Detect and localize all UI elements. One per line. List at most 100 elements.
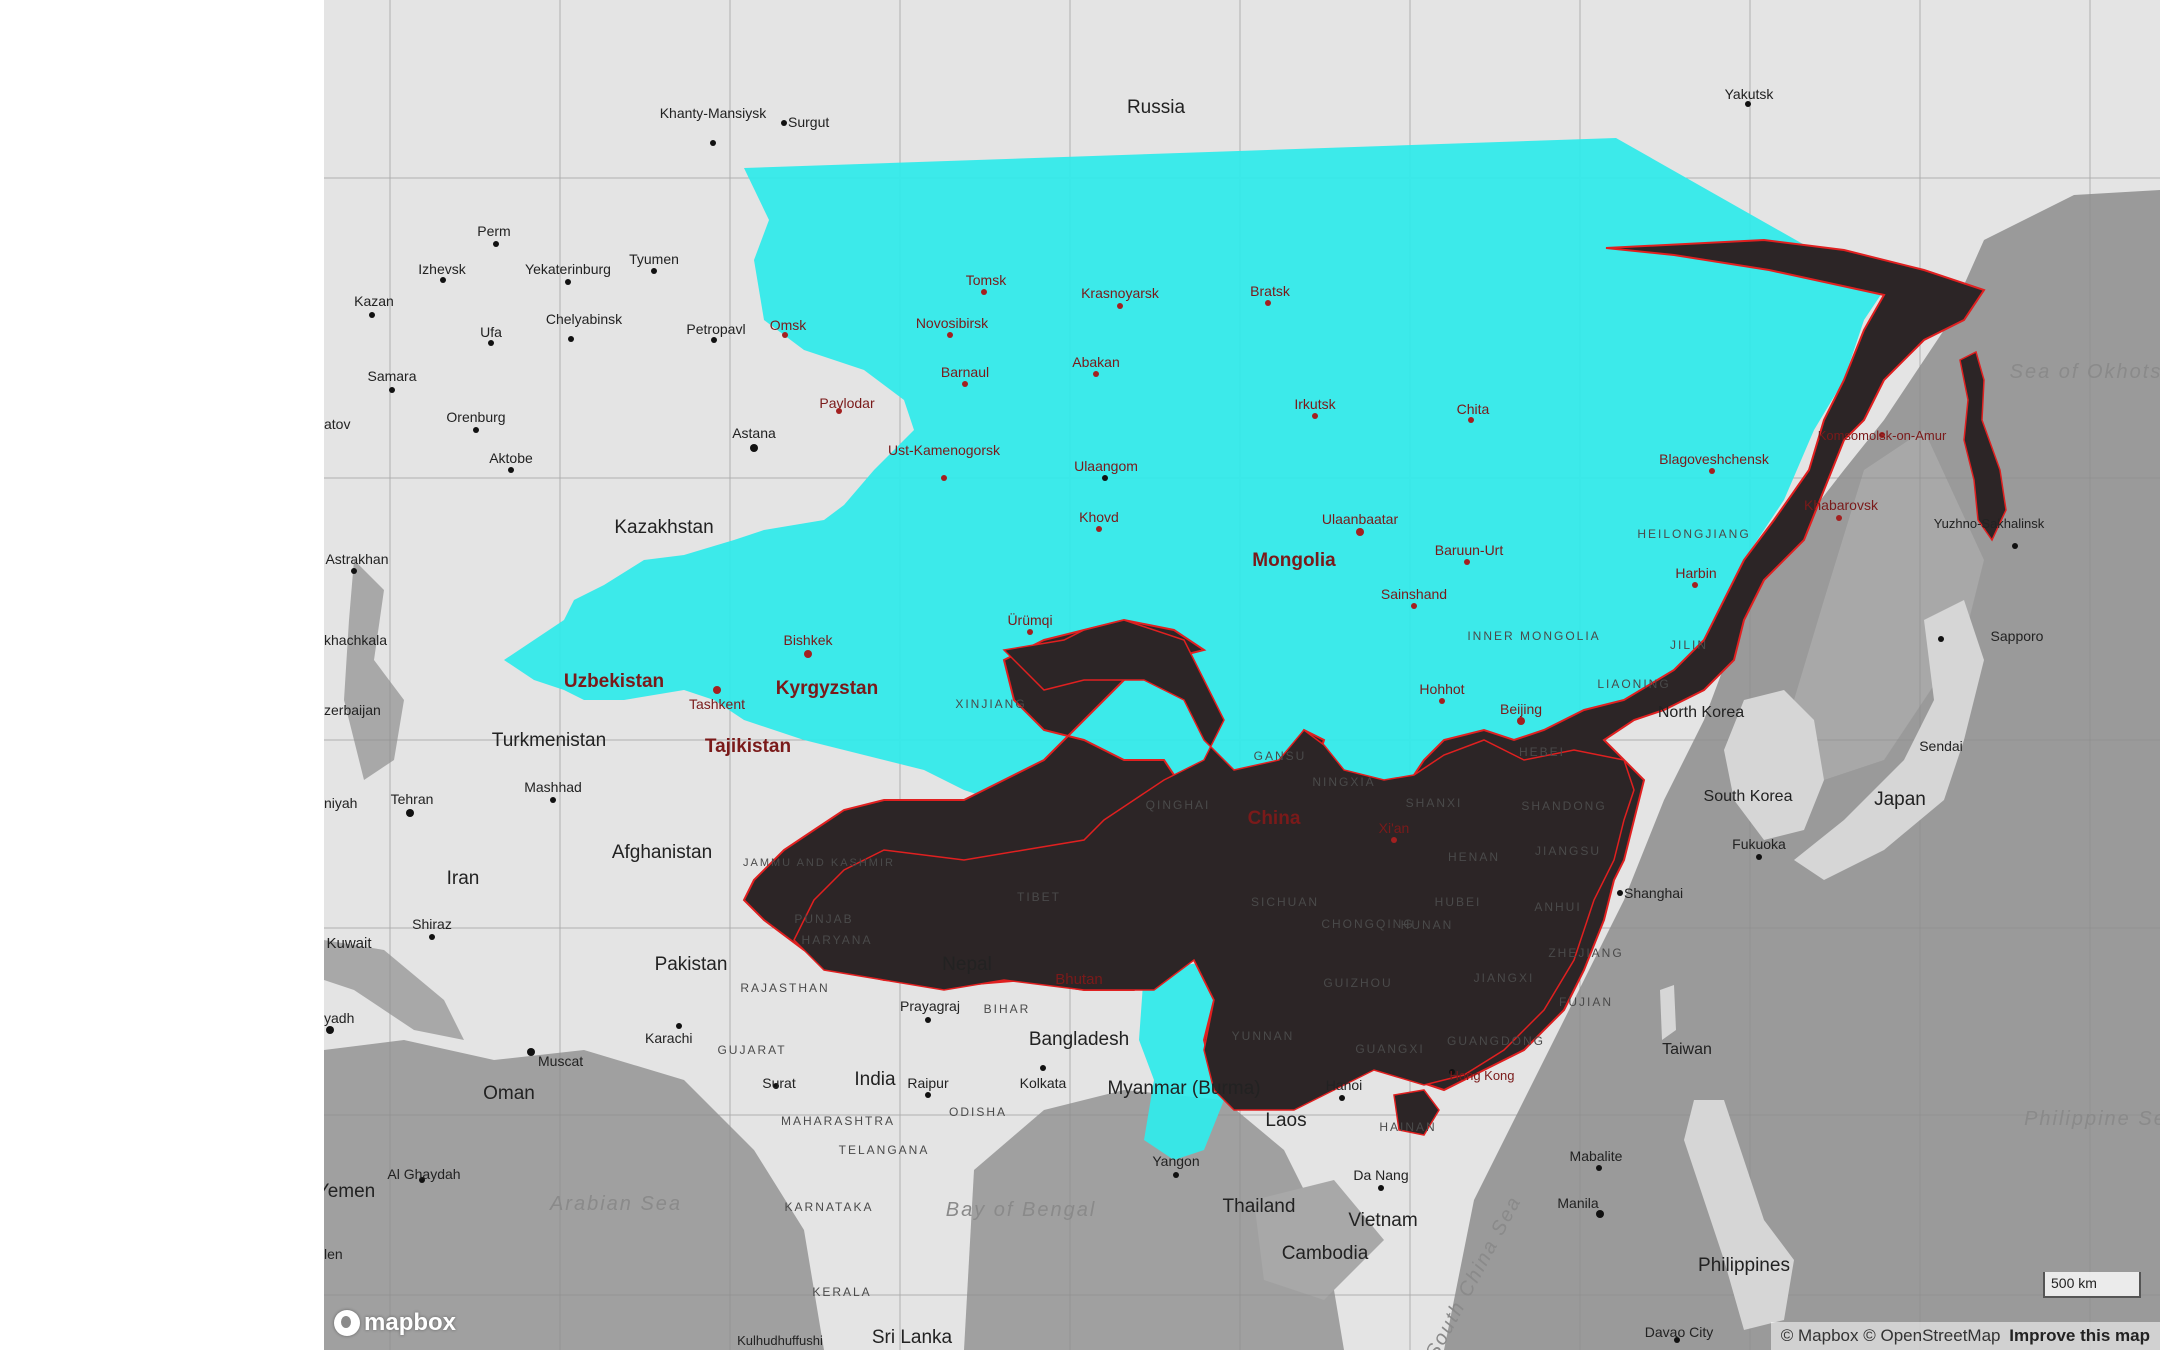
edge-label: yadh xyxy=(324,1010,354,1026)
taiwan-island xyxy=(1660,985,1676,1040)
country-label: Vietnam xyxy=(1348,1210,1417,1231)
city-label: Petropavl xyxy=(686,321,745,337)
city-label: Bratsk xyxy=(1250,283,1291,299)
scale-bar: 500 km xyxy=(2043,1272,2141,1298)
east-asia-islands xyxy=(1660,600,1984,1330)
sea-label: Bay of Bengal xyxy=(946,1199,1097,1221)
city-label: Bishkek xyxy=(783,632,833,648)
country-label: Cambodia xyxy=(1282,1243,1369,1264)
region-label: BIHAR xyxy=(984,1002,1031,1016)
city-label: Orenburg xyxy=(446,409,505,425)
city-label: Hanoi xyxy=(1326,1077,1363,1093)
left-sidebar-panel xyxy=(0,0,324,1350)
region-label: JIANGSU xyxy=(1535,844,1601,858)
city-label: Davao City xyxy=(1645,1324,1713,1340)
edge-label: niyah xyxy=(324,795,357,811)
country-label: Thailand xyxy=(1223,1196,1296,1217)
region-labels: XINJIANG INNER MONGOLIA HEILONGJIANG JIL… xyxy=(717,527,1750,1299)
city-label: Beijing xyxy=(1500,701,1542,717)
improve-map-link[interactable]: Improve this map xyxy=(2009,1326,2150,1345)
empire-extent-area[interactable] xyxy=(504,138,1884,840)
city-label: Krasnoyarsk xyxy=(1081,285,1160,301)
sea-of-japan-water xyxy=(1794,430,1984,780)
city-label: Chelyabinsk xyxy=(546,311,623,327)
country-label: India xyxy=(854,1069,896,1090)
city-label: Khovd xyxy=(1079,509,1119,525)
persian-gulf-water xyxy=(324,940,464,1040)
city-label: Sendai xyxy=(1919,738,1963,754)
map-canvas[interactable]: Russia Kazakhstan Mongolia China Uzbekis… xyxy=(324,0,2160,1350)
region-label: SICHUAN xyxy=(1251,895,1319,909)
city-label: Tehran xyxy=(391,791,434,807)
region-label: ODISHA xyxy=(949,1105,1007,1119)
city-label: Manila xyxy=(1557,1195,1598,1211)
region-label: KERALA xyxy=(812,1285,871,1299)
city-label: Fukuoka xyxy=(1732,836,1786,852)
country-label: North Korea xyxy=(1658,704,1744,721)
region-label: TELANGANA xyxy=(839,1143,930,1157)
city-label: Surgut xyxy=(788,114,829,130)
hainan-island-area[interactable] xyxy=(1393,1089,1440,1136)
city-label: Shiraz xyxy=(412,916,452,932)
korean-peninsula xyxy=(1724,690,1824,840)
region-label: FUJIAN xyxy=(1559,995,1613,1009)
edge-label: len xyxy=(324,1246,343,1262)
city-label: Hohhot xyxy=(1419,681,1464,697)
city-label: Da Nang xyxy=(1353,1167,1408,1183)
city-label: Khabarovsk xyxy=(1804,497,1879,513)
city-label: Shanghai xyxy=(1624,885,1683,901)
city-label: Komsomolsk-on-Amur xyxy=(1818,428,1947,443)
city-label: Khanty-Mansiysk xyxy=(660,105,768,121)
region-label: HEILONGJIANG xyxy=(1637,527,1750,541)
city-label: Abakan xyxy=(1072,354,1119,370)
city-label: Mashhad xyxy=(524,779,582,795)
sea-label: Sea of Okhotsk xyxy=(2010,361,2160,383)
region-label: HAINAN xyxy=(1379,1120,1436,1134)
city-label: Hong Kong xyxy=(1449,1068,1514,1083)
sakhalin-island-area[interactable] xyxy=(1959,350,2007,542)
region-label: PUNJAB xyxy=(794,912,853,926)
map-svg[interactable]: Russia Kazakhstan Mongolia China Uzbekis… xyxy=(324,0,2160,1350)
city-label: Astana xyxy=(732,425,776,441)
region-label: MAHARASHTRA xyxy=(781,1114,895,1128)
country-label: Russia xyxy=(1127,97,1186,118)
country-label: Japan xyxy=(1874,789,1926,810)
country-label: China xyxy=(1248,808,1301,829)
country-label: South Korea xyxy=(1704,788,1793,805)
country-label: Taiwan xyxy=(1662,1041,1712,1058)
city-label: Sainshand xyxy=(1381,586,1447,602)
region-label: HENAN xyxy=(1448,850,1500,864)
city-markers xyxy=(326,101,2018,1343)
country-labels: Russia Kazakhstan Mongolia China Uzbekis… xyxy=(324,97,1926,1348)
country-label: Kyrgyzstan xyxy=(776,678,878,699)
country-label: Sri Lanka xyxy=(872,1327,953,1348)
city-label: Tomsk xyxy=(966,272,1007,288)
philippines-islands xyxy=(1684,1100,1794,1330)
city-label: Karachi xyxy=(645,1030,692,1046)
country-label: Nepal xyxy=(942,954,992,975)
region-label: SHANXI xyxy=(1406,796,1463,810)
city-label: Surat xyxy=(762,1075,796,1091)
region-label: ZHEJIANG xyxy=(1548,946,1623,960)
city-label: Perm xyxy=(477,223,510,239)
edge-label: atov xyxy=(324,416,350,432)
mapbox-logo[interactable]: mapbox xyxy=(334,1306,456,1340)
country-label: Uzbekistan xyxy=(564,671,664,692)
region-label: YUNNAN xyxy=(1232,1029,1295,1043)
caspian-sea-water xyxy=(344,560,404,780)
city-label: Sapporo xyxy=(1991,628,2044,644)
region-label: GUANGDONG xyxy=(1447,1034,1545,1048)
region-label: ANHUI xyxy=(1534,900,1581,914)
gulf-of-thailand-water xyxy=(1254,1180,1384,1300)
city-label: Harbin xyxy=(1675,565,1716,581)
osm-attribution-link[interactable]: © OpenStreetMap xyxy=(1863,1326,2001,1345)
region-label: HUNAN xyxy=(1401,918,1454,932)
city-label: Kolkata xyxy=(1020,1075,1067,1091)
city-label: Raipur xyxy=(907,1075,949,1091)
city-labels: Khanty-Mansiysk Surgut Yakutsk Perm Izhe… xyxy=(325,86,2044,1348)
city-label: Samara xyxy=(367,368,416,384)
mapbox-attribution-link[interactable]: © Mapbox xyxy=(1780,1326,1859,1345)
china-mainland-area[interactable] xyxy=(793,619,1635,1111)
region-label: GUANGXI xyxy=(1355,1042,1424,1056)
city-label: Izhevsk xyxy=(418,261,466,277)
